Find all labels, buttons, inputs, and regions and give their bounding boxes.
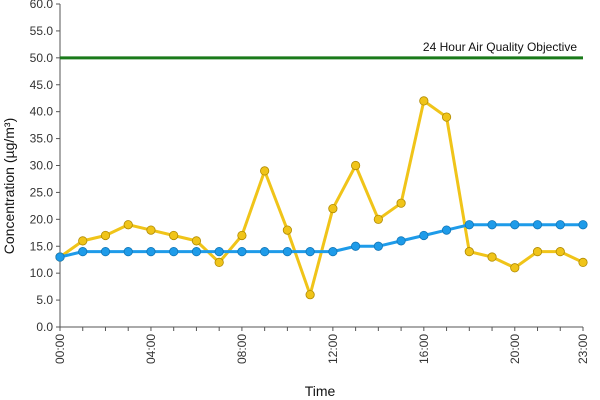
series-1 (55, 96, 588, 300)
data-point (282, 225, 292, 235)
data-point (214, 247, 224, 257)
x-tick-label: 12:00 (326, 334, 340, 364)
data-point (55, 252, 65, 262)
data-point (441, 112, 452, 122)
data-point (78, 247, 88, 257)
objective-line-group: 24 Hour Air Quality Objective (60, 40, 583, 60)
data-point (123, 247, 133, 257)
y-tick-label: 25.0 (30, 185, 54, 199)
y-tick-label: 30.0 (30, 159, 54, 173)
data-point (305, 247, 315, 257)
data-point (169, 247, 179, 257)
y-tick-label: 15.0 (30, 239, 54, 253)
data-point (78, 236, 88, 246)
objective-label: 24 Hour Air Quality Objective (423, 40, 577, 54)
y-tick-label: 50.0 (30, 51, 54, 65)
data-point (146, 247, 156, 257)
data-point (237, 247, 247, 257)
data-point (123, 220, 133, 230)
data-point (237, 230, 247, 241)
data-point (510, 263, 520, 273)
x-tick-label: 04:00 (144, 334, 158, 364)
data-point (487, 252, 497, 262)
data-point (532, 247, 543, 257)
data-point (396, 236, 406, 246)
y-tick-label: 35.0 (30, 132, 54, 146)
data-point (396, 198, 406, 208)
data-point (532, 220, 543, 230)
x-tick-label: 16:00 (417, 334, 431, 364)
data-point (351, 160, 361, 171)
y-axis-ticks: 0.0 5.0 10.0 15.0 20.0 25.0 30.0 35.0 40.0 45.0 50… (30, 0, 60, 334)
data-point (100, 247, 111, 257)
data-point (555, 220, 565, 230)
y-tick-label: 40.0 (30, 105, 54, 119)
data-point (169, 230, 179, 241)
y-tick-label: 0.0 (36, 320, 53, 334)
data-point (282, 247, 292, 257)
data-point (441, 225, 452, 235)
data-point (510, 220, 520, 230)
data-point (260, 166, 270, 176)
data-point (305, 290, 315, 300)
data-point (191, 236, 202, 246)
y-tick-label: 45.0 (30, 78, 54, 92)
series-2 (55, 220, 588, 262)
data-point (191, 247, 202, 257)
x-tick-label: 08:00 (235, 334, 249, 364)
data-point (214, 257, 224, 267)
x-tick-label: 20:00 (508, 334, 522, 364)
data-point (328, 247, 338, 257)
y-tick-label: 5.0 (36, 293, 53, 307)
data-point (373, 241, 383, 251)
y-tick-label: 60.0 (30, 0, 54, 11)
data-point (464, 247, 474, 257)
x-axis-ticks: 00:00 04:00 08:00 12:00 16:00 20:00 23:00 (53, 327, 590, 364)
series-line (59, 223, 583, 259)
data-point (464, 220, 474, 230)
data-point (487, 220, 497, 230)
x-axis-title: Time (305, 383, 336, 399)
y-tick-label: 20.0 (30, 212, 54, 226)
data-point (419, 230, 429, 241)
data-point (146, 225, 156, 235)
data-point (351, 241, 361, 251)
series-line (59, 99, 584, 297)
data-point (260, 247, 270, 257)
data-point (328, 203, 338, 214)
y-axis-title: Concentration (µg/m³) (1, 118, 17, 254)
y-tick-label: 55.0 (30, 24, 54, 38)
data-point (100, 230, 111, 241)
data-point (419, 96, 429, 106)
series-group (55, 96, 588, 300)
data-point (578, 220, 588, 230)
x-tick-label: 23:00 (576, 334, 590, 364)
data-point (578, 257, 588, 267)
y-tick-label: 10.0 (30, 266, 54, 280)
data-point (555, 247, 565, 257)
x-tick-label: 00:00 (53, 334, 67, 364)
data-point (373, 214, 383, 224)
